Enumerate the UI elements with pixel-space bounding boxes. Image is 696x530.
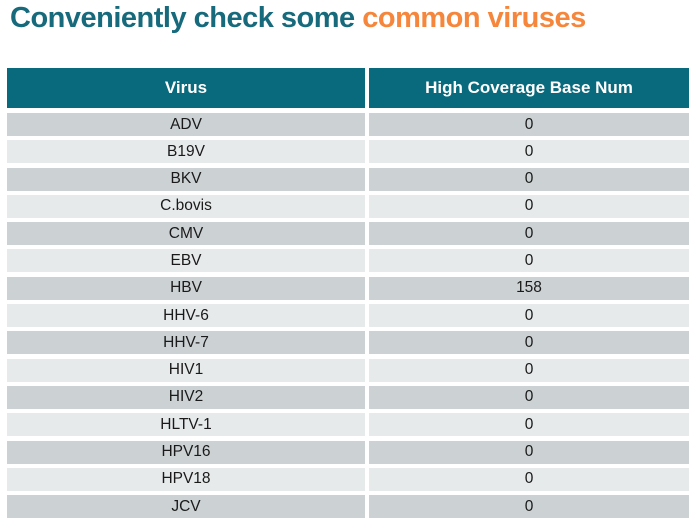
value-cell: 0: [369, 413, 689, 437]
virus-cell: HHV-6: [7, 304, 365, 328]
table-row: CMV 0: [7, 222, 689, 246]
value-cell: 0: [369, 495, 689, 519]
table-row: EBV 0: [7, 249, 689, 273]
table-row: HHV-6 0: [7, 304, 689, 328]
value-cell: 0: [369, 358, 689, 382]
virus-cell: HIV2: [7, 385, 365, 409]
virus-cell: HIV1: [7, 358, 365, 382]
value-cell: 0: [369, 222, 689, 246]
virus-cell: JCV: [7, 495, 365, 519]
value-cell: 0: [369, 440, 689, 464]
table-row: B19V 0: [7, 140, 689, 164]
table-row: HPV18 0: [7, 467, 689, 491]
table-row: HIV2 0: [7, 385, 689, 409]
virus-cell: C.bovis: [7, 194, 365, 218]
table-row: ADV 0: [7, 113, 689, 136]
title-teal-text: Conveniently check some: [10, 2, 355, 34]
virus-cell: HLTV-1: [7, 413, 365, 437]
value-cell: 0: [369, 194, 689, 218]
virus-cell: EBV: [7, 249, 365, 273]
value-cell: 0: [369, 113, 689, 136]
table-header-row: Virus High Coverage Base Num: [7, 68, 689, 108]
virus-cell: BKV: [7, 167, 365, 191]
column-header-virus: Virus: [7, 68, 365, 108]
virus-cell: HPV18: [7, 467, 365, 491]
value-cell: 0: [369, 140, 689, 164]
virus-cell: CMV: [7, 222, 365, 246]
table-row: JCV 0: [7, 495, 689, 519]
virus-cell: HHV-7: [7, 331, 365, 355]
virus-table: Virus High Coverage Base Num ADV 0 B19V …: [7, 68, 689, 519]
virus-cell: B19V: [7, 140, 365, 164]
page-title: Conveniently check some common viruses: [10, 1, 586, 35]
table-row: C.bovis 0: [7, 194, 689, 218]
value-cell: 0: [369, 331, 689, 355]
virus-cell: HPV16: [7, 440, 365, 464]
value-cell: 0: [369, 385, 689, 409]
title-orange-text: common viruses: [362, 2, 586, 34]
table-row: HPV16 0: [7, 440, 689, 464]
table-row: HIV1 0: [7, 358, 689, 382]
column-header-high-coverage-base-num: High Coverage Base Num: [369, 68, 689, 108]
value-cell: 0: [369, 249, 689, 273]
value-cell: 158: [369, 276, 689, 300]
table-row: BKV 0: [7, 167, 689, 191]
virus-cell: ADV: [7, 113, 365, 136]
value-cell: 0: [369, 167, 689, 191]
table-row: HLTV-1 0: [7, 413, 689, 437]
value-cell: 0: [369, 304, 689, 328]
value-cell: 0: [369, 467, 689, 491]
virus-cell: HBV: [7, 276, 365, 300]
table-row: HHV-7 0: [7, 331, 689, 355]
table-row: HBV 158: [7, 276, 689, 300]
